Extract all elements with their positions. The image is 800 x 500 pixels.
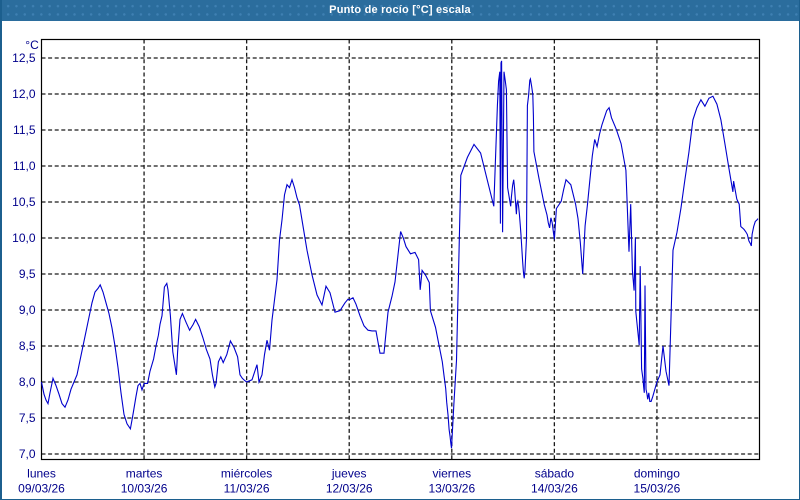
svg-text:11,5: 11,5	[13, 123, 36, 137]
svg-text:domingo: domingo	[634, 467, 680, 481]
svg-text:martes: martes	[126, 467, 163, 481]
svg-text:miércoles: miércoles	[221, 467, 272, 481]
svg-text:8,5: 8,5	[19, 339, 36, 353]
svg-text:15/03/26: 15/03/26	[634, 482, 681, 496]
svg-text:7,0: 7,0	[19, 447, 36, 461]
svg-text:lunes: lunes	[27, 467, 56, 481]
svg-text:12/03/26: 12/03/26	[326, 482, 373, 496]
svg-text:10/03/26: 10/03/26	[121, 482, 168, 496]
svg-text:viernes: viernes	[432, 467, 471, 481]
svg-text:14/03/26: 14/03/26	[531, 482, 578, 496]
svg-text:11/03/26: 11/03/26	[224, 482, 270, 496]
svg-text:10,0: 10,0	[12, 231, 36, 245]
svg-text:10,5: 10,5	[12, 195, 36, 209]
svg-text:°C: °C	[25, 38, 39, 52]
svg-text:9,0: 9,0	[19, 303, 36, 317]
svg-text:8,0: 8,0	[19, 375, 36, 389]
svg-text:12,5: 12,5	[12, 51, 36, 65]
svg-text:sábado: sábado	[535, 467, 575, 481]
svg-text:9,5: 9,5	[19, 267, 36, 281]
svg-text:7,5: 7,5	[19, 411, 36, 425]
svg-text:jueves: jueves	[331, 467, 367, 481]
svg-text:13/03/26: 13/03/26	[428, 482, 475, 496]
svg-text:09/03/26: 09/03/26	[18, 482, 65, 496]
svg-text:12,0: 12,0	[12, 87, 36, 101]
svg-text:11,0: 11,0	[13, 159, 36, 173]
